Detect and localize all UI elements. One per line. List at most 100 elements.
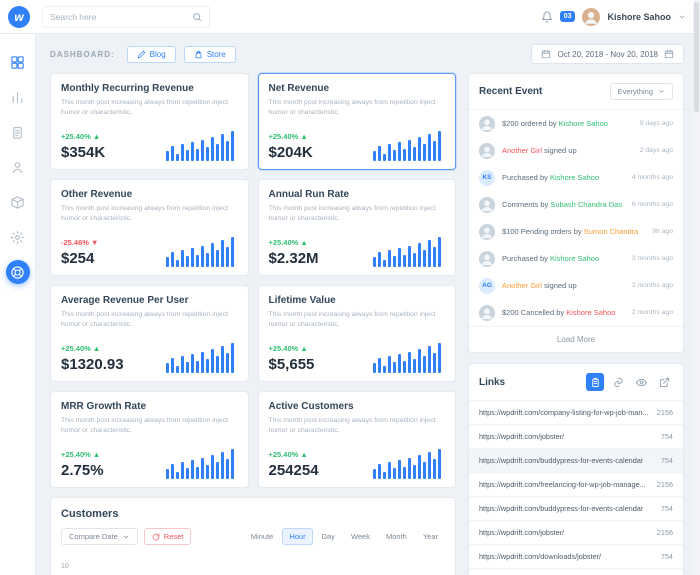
metric-card[interactable]: Annual Run Rate This month post increasi… <box>257 179 456 276</box>
app-logo[interactable]: w <box>8 5 30 28</box>
tab-hour[interactable]: Hour <box>282 528 313 545</box>
sparkline <box>165 131 238 161</box>
link-url[interactable]: https://wpdrift.com/buddypress-for-event… <box>479 504 644 513</box>
link-row[interactable]: https://wpdrift.com/buddypress-for-event… <box>469 497 683 521</box>
reset-label: Reset <box>163 532 184 541</box>
event-row[interactable]: Another Girl signed up 2 days ago <box>469 137 683 164</box>
metric-title: Other Revenue <box>61 189 133 200</box>
search-box[interactable] <box>42 5 210 28</box>
logo-letter: w <box>14 9 24 24</box>
avatar <box>479 223 495 240</box>
main-content: DASHBOARD: Blog Store Oct 20, 2018 - Nov… <box>36 34 700 575</box>
user-name[interactable]: Kishore Sahoo <box>607 11 671 22</box>
sidebar <box>0 34 36 575</box>
sidebar-item-products[interactable] <box>6 190 30 214</box>
spark-bar <box>175 365 179 373</box>
link-url[interactable]: https://wpdrift.com/jobster/ <box>479 432 565 441</box>
spark-bar <box>408 457 411 479</box>
event-row[interactable]: $200 Cancelled by Kishore Sahoo 2 months… <box>469 299 683 326</box>
link-row[interactable]: https://wpdrift.com/company-listing-for-… <box>469 401 683 425</box>
event-row[interactable]: AG Another Girl signed up 2 months ago <box>469 272 683 299</box>
compare-date-button[interactable]: Compare Date <box>61 528 138 545</box>
dashboard-icon <box>10 55 25 70</box>
spark-bar <box>413 147 416 161</box>
metric-card[interactable]: Monthly Recurring Revenue This month pos… <box>50 73 249 170</box>
metric-card[interactable]: Other Revenue This month post increasing… <box>50 179 249 276</box>
search-input[interactable] <box>50 11 180 22</box>
tab-year[interactable]: Year <box>416 528 445 545</box>
metric-description: This month post increasing always from r… <box>268 99 436 117</box>
scrollbar-thumb[interactable] <box>694 2 699 112</box>
spark-bar <box>200 245 204 267</box>
metric-title: Average Revenue Per User <box>61 295 189 306</box>
eye-icon[interactable] <box>632 373 650 391</box>
user-menu-chevron-down-icon[interactable] <box>678 13 686 21</box>
sidebar-item-settings[interactable] <box>6 225 30 249</box>
sidebar-item-analytics[interactable] <box>6 85 30 109</box>
notification-bell-icon[interactable] <box>541 11 553 23</box>
spark-bar <box>403 149 406 161</box>
tab-week[interactable]: Week <box>344 528 377 545</box>
sidebar-item-support[interactable] <box>5 260 30 284</box>
metric-card[interactable]: Active Customers This month post increas… <box>257 391 456 488</box>
link-row[interactable]: https://wpdrift.com/downloads/jobster/ 7… <box>469 545 683 569</box>
recent-events-panel: Recent Event Everything $200 ordered by … <box>468 73 684 353</box>
links-actions <box>586 373 673 391</box>
page-scrollbar[interactable] <box>693 0 700 575</box>
store-button[interactable]: Store <box>183 45 236 63</box>
link-row[interactable]: https://wpdrift.com/jobster/ 754 <box>469 425 683 449</box>
date-range-picker[interactable]: Oct 20, 2018 - Nov 20, 2018 <box>531 44 684 64</box>
link-url[interactable]: https://wpdrift.com/company-listing-for-… <box>479 408 649 417</box>
spark-bar <box>388 461 391 479</box>
spark-bar <box>215 143 219 161</box>
event-name: Subash Chandra Das <box>550 200 623 209</box>
reset-button[interactable]: Reset <box>143 528 192 545</box>
dashboard-label: DASHBOARD: <box>50 49 115 59</box>
external-link-icon[interactable] <box>655 373 673 391</box>
link-count: 2156 <box>656 528 673 537</box>
spark-bar <box>220 346 224 373</box>
link-url[interactable]: https://wpdrift.com/downloads/jobster/ <box>479 552 602 561</box>
spark-bar <box>418 243 421 267</box>
metric-card[interactable]: Lifetime Value This month post increasin… <box>257 285 456 382</box>
blog-button[interactable]: Blog <box>126 45 176 63</box>
load-more-button[interactable]: Load More <box>469 326 683 352</box>
tab-day[interactable]: Day <box>315 528 342 545</box>
metric-card[interactable]: Average Revenue Per User This month post… <box>50 285 249 382</box>
spark-bar <box>165 257 169 267</box>
link-row[interactable]: https://wpdrift.com/freelancing-for-wp-j… <box>469 473 683 497</box>
event-row[interactable]: $200 ordered by Kishore Sahoo 9 days ago <box>469 110 683 137</box>
clipboard-icon[interactable] <box>586 373 604 391</box>
link-icon[interactable] <box>609 373 627 391</box>
sidebar-item-reports[interactable] <box>6 120 30 144</box>
link-row[interactable]: https://wpdrift.com/buddypress-for-event… <box>469 449 683 473</box>
customers-panel: Customers Compare Date Reset Minute Hour D… <box>50 497 456 575</box>
spark-bar <box>428 240 431 267</box>
spark-bar <box>175 471 179 479</box>
metric-card[interactable]: Net Revenue This month post increasing a… <box>257 73 456 170</box>
spark-bar <box>190 141 194 161</box>
link-row[interactable]: https://wpdrift.com/jobster/ 2156 <box>469 521 683 545</box>
notification-badge[interactable]: 03 <box>559 11 576 22</box>
user-avatar[interactable] <box>582 7 601 26</box>
event-row[interactable]: $100 Pending orders by Sumon Chandra 9h … <box>469 218 683 245</box>
sidebar-item-customers[interactable] <box>6 155 30 179</box>
event-row[interactable]: KS Purchased by Kishore Sahoo 4 months a… <box>469 164 683 191</box>
tab-minute[interactable]: Minute <box>244 528 281 545</box>
spark-bar <box>383 153 386 161</box>
event-row[interactable]: Purchased by Kishore Sahoo 3 months ago <box>469 245 683 272</box>
search-icon <box>192 12 202 22</box>
link-url[interactable]: https://wpdrift.com/jobster/ <box>479 528 565 537</box>
sidebar-item-dashboard[interactable] <box>6 50 30 74</box>
event-filter-select[interactable]: Everything <box>609 83 673 100</box>
metric-value: 2.75% <box>61 462 104 479</box>
metric-card[interactable]: MRR Growth Rate This month post increasi… <box>50 391 249 488</box>
event-row[interactable]: Comments by Subash Chandra Das 6 months … <box>469 191 683 218</box>
spark-bar <box>230 449 234 479</box>
spark-bar <box>180 355 184 373</box>
spark-bar <box>423 355 426 373</box>
link-url[interactable]: https://wpdrift.com/buddypress-for-event… <box>479 456 644 465</box>
spark-bar <box>205 253 209 267</box>
tab-month[interactable]: Month <box>379 528 414 545</box>
link-url[interactable]: https://wpdrift.com/freelancing-for-wp-j… <box>479 480 646 489</box>
